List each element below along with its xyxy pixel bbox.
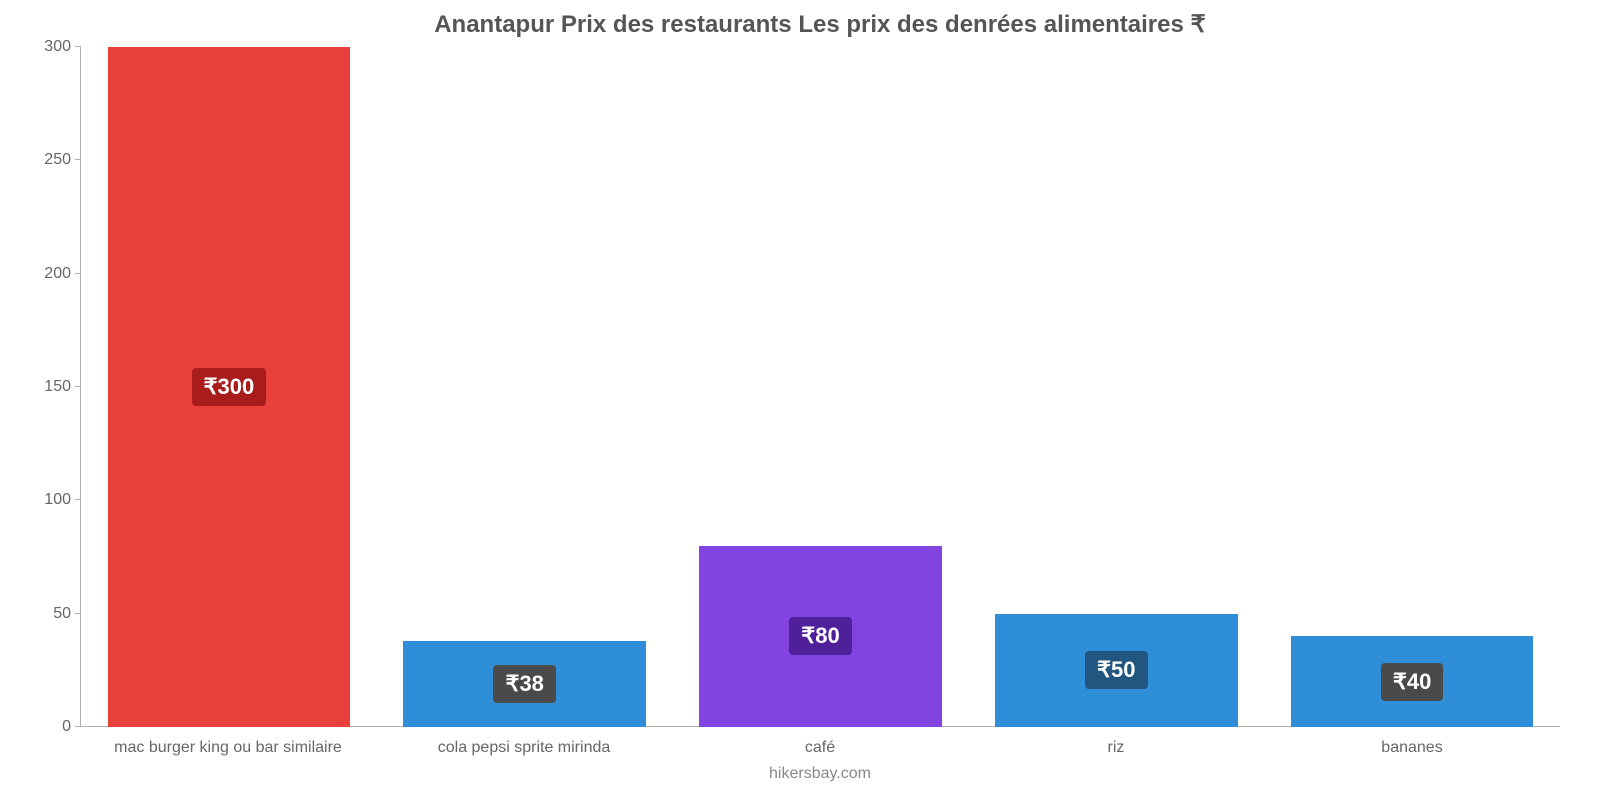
value-label: ₹80 — [789, 617, 851, 655]
x-axis-label: café — [672, 739, 968, 757]
x-axis-label: riz — [968, 739, 1264, 757]
y-tick-label: 250 — [44, 151, 71, 169]
chart-source: hikersbay.com — [80, 765, 1560, 783]
x-axis-label: bananes — [1264, 739, 1560, 757]
value-label: ₹38 — [493, 665, 555, 703]
value-label: ₹50 — [1085, 651, 1147, 689]
bar: ₹80 — [699, 546, 942, 727]
bar-slot: ₹40 — [1264, 47, 1560, 727]
bar-slot: ₹38 — [377, 47, 673, 727]
y-tick-label: 200 — [44, 265, 71, 283]
bars-group: ₹300 ₹38 ₹80 ₹50 ₹40 — [81, 47, 1560, 727]
bar: ₹40 — [1291, 636, 1534, 727]
y-tick-mark — [75, 726, 81, 727]
y-tick-label: 50 — [53, 605, 71, 623]
y-tick-mark — [75, 159, 81, 160]
y-tick-label: 100 — [44, 491, 71, 509]
y-tick-mark — [75, 46, 81, 47]
bar-slot: ₹300 — [81, 47, 377, 727]
y-tick-mark — [75, 613, 81, 614]
y-tick-label: 0 — [62, 718, 71, 736]
x-axis-label: mac burger king ou bar similaire — [80, 739, 376, 757]
y-tick-mark — [75, 499, 81, 500]
y-tick-label: 150 — [44, 378, 71, 396]
bar: ₹38 — [403, 641, 646, 727]
y-tick-label: 300 — [44, 38, 71, 56]
y-tick-mark — [75, 386, 81, 387]
price-bar-chart: Anantapur Prix des restaurants Les prix … — [0, 0, 1600, 800]
bar-slot: ₹80 — [673, 47, 969, 727]
value-label: ₹300 — [192, 368, 267, 406]
plot-area: ₹300₹38₹80₹50₹40 050100150200250300 — [80, 47, 1560, 727]
bar-slot: ₹50 — [968, 47, 1264, 727]
value-label: ₹40 — [1381, 663, 1443, 701]
x-axis-label: cola pepsi sprite mirinda — [376, 739, 672, 757]
x-axis-labels: mac burger king ou bar similairecola pep… — [80, 739, 1560, 757]
bar: ₹50 — [995, 614, 1238, 727]
chart-title: Anantapur Prix des restaurants Les prix … — [80, 10, 1560, 39]
y-tick-mark — [75, 273, 81, 274]
bar: ₹300 — [108, 47, 351, 727]
